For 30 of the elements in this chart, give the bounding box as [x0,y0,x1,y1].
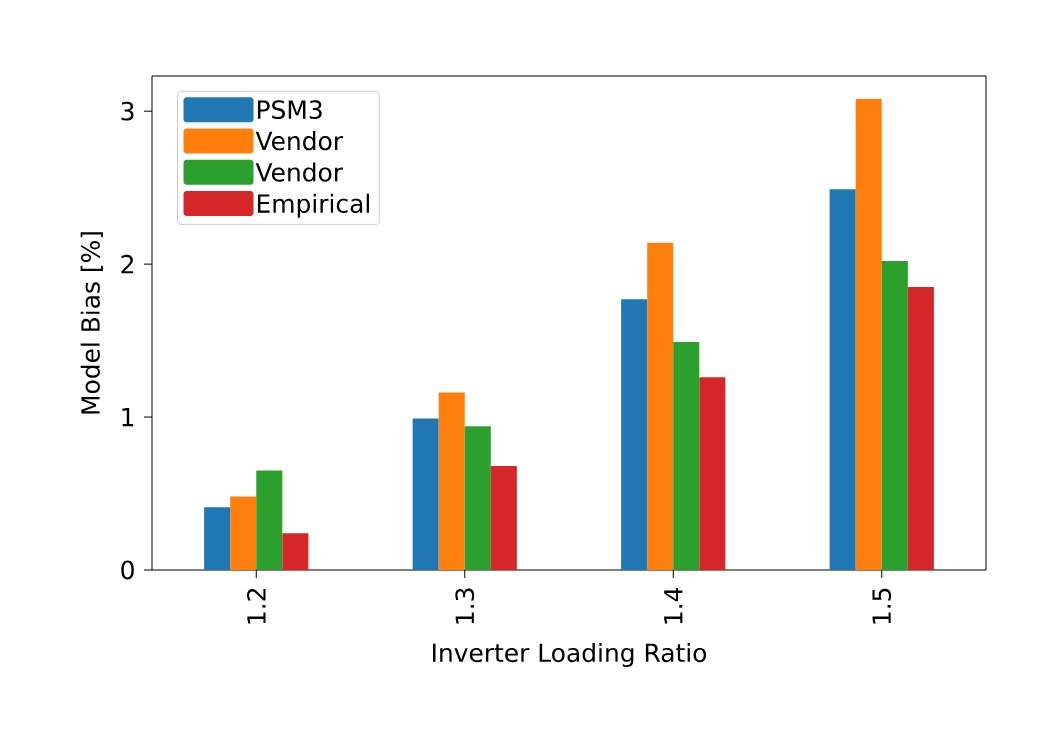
legend-label: Empirical [257,193,369,218]
bar [412,418,439,570]
x-tick-label: 1.5 [872,588,892,624]
x-tick-label: 1.4 [664,587,683,624]
legend-label: PSM3 [257,100,322,120]
bar [490,466,517,570]
bar [881,261,908,570]
bar [855,98,882,570]
y-tick-label: 3 [121,101,134,121]
x-axis-title: Inverter Loading Ratio [433,642,707,668]
bar [673,342,700,570]
y-axis-title: Model Bias [%] [80,232,103,414]
bar [699,377,726,570]
y-tick-label: 2 [121,254,134,274]
bar [438,392,465,570]
legend-label: Vendor [255,131,344,151]
bar [829,189,856,570]
bar [282,533,309,570]
bar [230,496,257,570]
x-tick-label: 1.2 [247,588,266,624]
y-tick-label: 1 [122,407,134,427]
bar [907,287,934,570]
x-tick-label: 1.3 [455,588,475,624]
bar [647,242,674,570]
y-tick-label: 0 [121,560,134,580]
bar [464,426,491,570]
bar [256,470,283,570]
legend-label: Vendor [255,162,344,182]
bar [621,299,648,570]
bar [204,507,231,570]
